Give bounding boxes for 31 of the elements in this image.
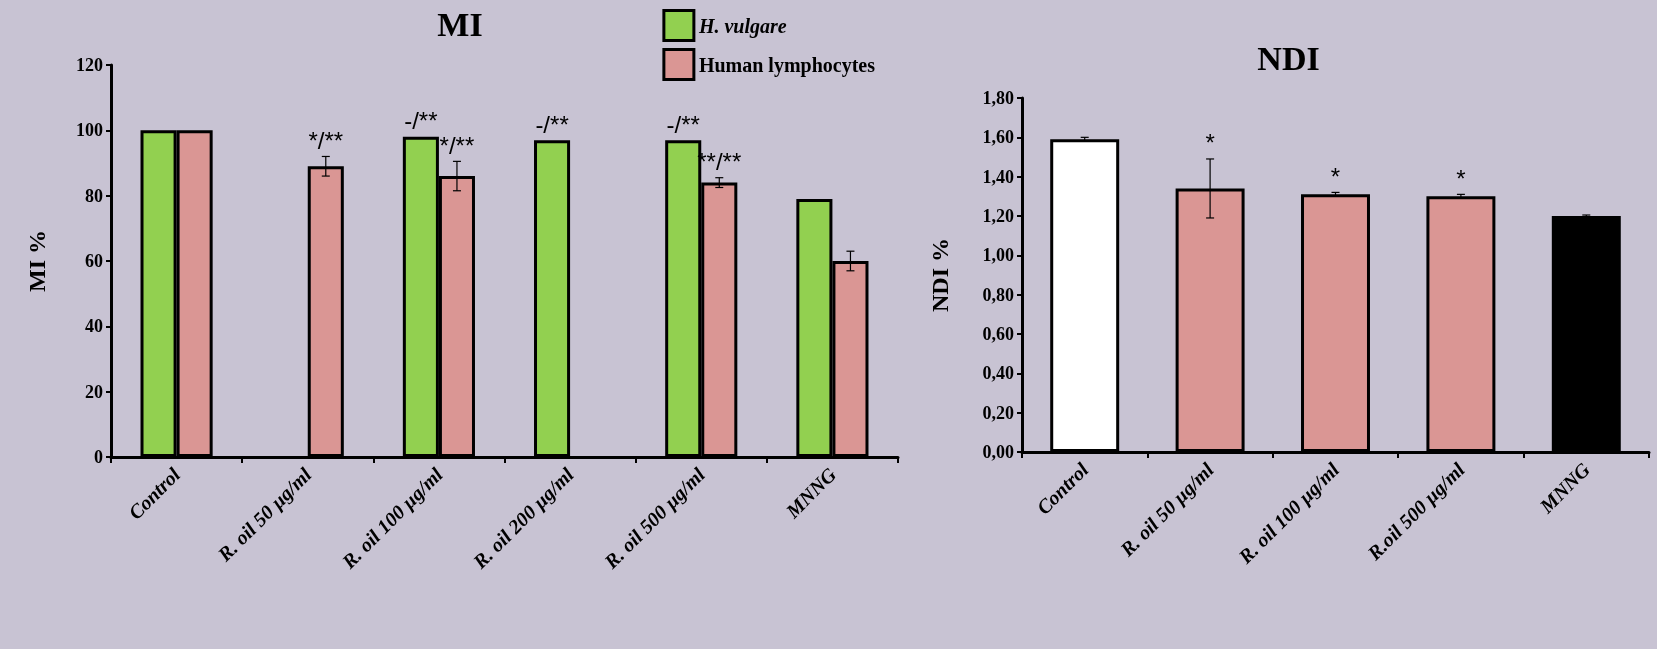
y-tick-label: 1,40: [982, 166, 1014, 187]
y-tick-label: 1,80: [982, 88, 1014, 108]
chart-title: NDI: [1257, 39, 1320, 77]
annotation: -/**: [404, 107, 438, 135]
chart-title: MI: [437, 5, 483, 43]
annotation: -/**: [535, 110, 569, 138]
y-axis-title: MI %: [24, 230, 50, 292]
annotation: -/**: [666, 110, 700, 138]
y-tick-label: 80: [85, 185, 103, 206]
y-tick-label: 40: [85, 316, 103, 337]
y-tick-label: 0,00: [982, 442, 1014, 462]
annotation: *: [1330, 162, 1341, 190]
y-tick-label: 0: [94, 447, 103, 467]
annotation: *: [1456, 164, 1466, 192]
y-tick-label: 60: [85, 251, 103, 271]
annotation: */**: [308, 126, 344, 154]
annotation: */**: [439, 131, 475, 159]
y-tick-label: 1,00: [982, 245, 1014, 266]
legend-label: H. vulgare: [697, 14, 787, 38]
y-tick-label: 120: [76, 55, 103, 75]
y-tick-label: 1,20: [982, 206, 1014, 226]
annotation: *: [1205, 129, 1215, 157]
y-tick-label: 0,40: [982, 363, 1014, 384]
y-tick-label: 0,60: [982, 324, 1014, 344]
y-tick-label: 1,60: [982, 127, 1014, 148]
legend-label: Human lymphocytes: [698, 53, 876, 77]
y-tick-label: 100: [76, 120, 103, 141]
y-axis-title: NDI %: [927, 237, 953, 313]
y-tick-label: 0,20: [982, 402, 1014, 423]
y-tick-label: 20: [85, 381, 103, 402]
y-tick-label: 0,80: [982, 284, 1014, 305]
